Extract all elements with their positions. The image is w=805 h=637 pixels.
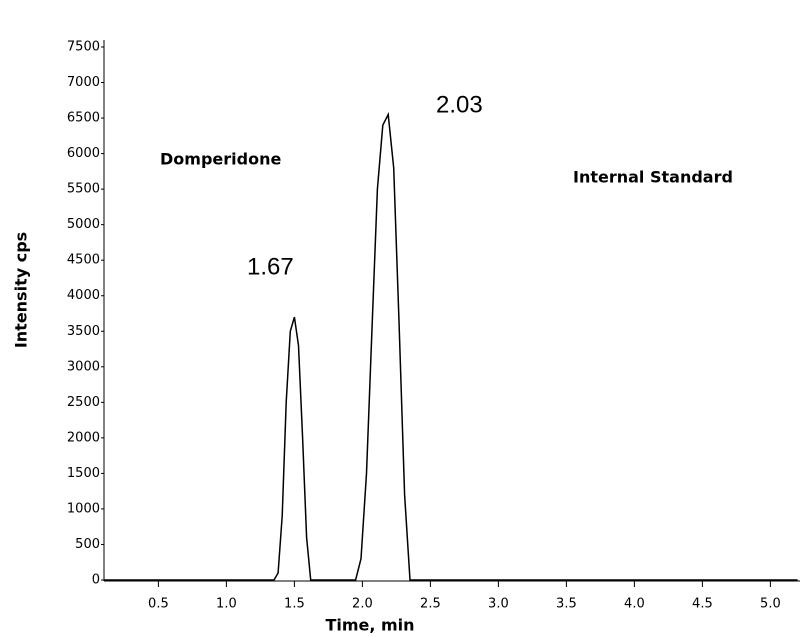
annotation: 1.67 [247, 253, 294, 280]
annotation: Domperidone [160, 150, 281, 169]
y-tick-label: 5000 [67, 217, 100, 232]
y-tick-label: 7000 [67, 75, 100, 90]
x-tick-label: 1.5 [284, 597, 305, 612]
x-tick-label: 4.5 [692, 597, 713, 612]
x-tick-label: 3.5 [556, 597, 577, 612]
y-tick-label: 1500 [67, 466, 100, 481]
y-tick-label: 7500 [67, 40, 100, 55]
y-tick-label: 6000 [67, 146, 100, 161]
y-tick-label: 3500 [67, 324, 100, 339]
y-tick-label: 6500 [67, 111, 100, 126]
y-axis-label: Intensity cps [12, 232, 31, 348]
annotation: 2.03 [436, 91, 483, 118]
y-tick-label: 4500 [67, 253, 100, 268]
x-tick-label: 4.0 [624, 597, 645, 612]
y-tick-label: 0 [92, 573, 100, 588]
x-tick-label: 0.5 [148, 597, 169, 612]
y-tick-label: 3000 [67, 359, 100, 374]
x-tick-label: 1.0 [216, 597, 237, 612]
y-tick-label: 1000 [67, 501, 100, 516]
y-tick-label: 4000 [67, 288, 100, 303]
x-tick-label: 2.5 [420, 597, 441, 612]
x-axis-label: Time, min [325, 616, 414, 635]
annotation: Internal Standard [573, 168, 733, 187]
y-tick-label: 2500 [67, 395, 100, 410]
x-tick-label: 3.0 [488, 597, 509, 612]
trace [104, 111, 798, 581]
y-tick-label: 2000 [67, 430, 100, 445]
x-tick-label: 2.0 [352, 597, 373, 612]
y-tick-label: 500 [75, 537, 100, 552]
x-tick-label: 5.0 [760, 597, 781, 612]
y-tick-label: 5500 [67, 182, 100, 197]
